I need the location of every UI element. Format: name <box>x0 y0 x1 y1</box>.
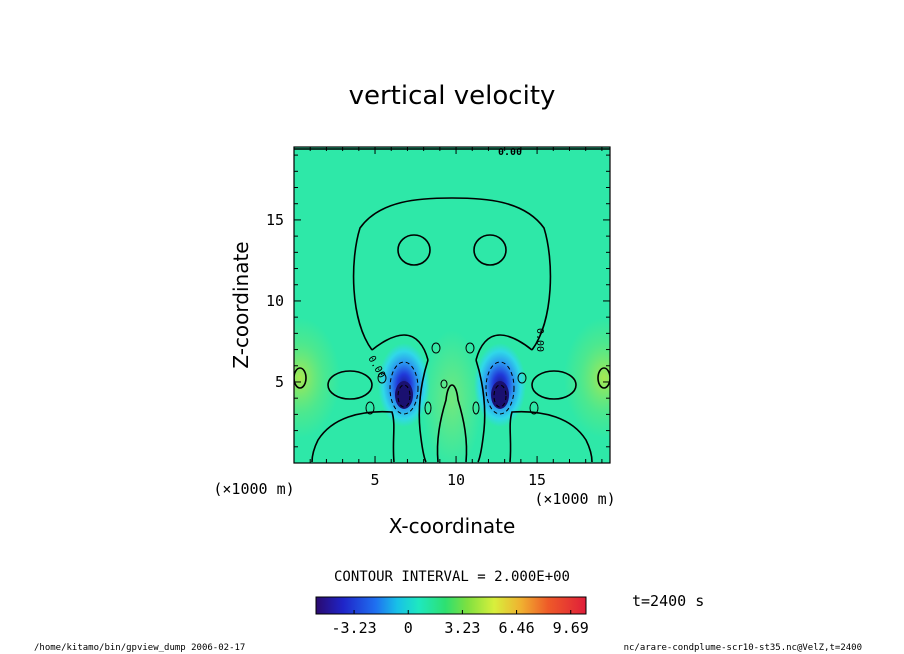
x-tick-label: 15 <box>528 471 546 489</box>
y-axis-unit: (×1000 m) <box>213 480 294 498</box>
contour-label-top: 0.00 <box>498 147 522 158</box>
colorbar-ticks: -3.23 0 3.23 6.46 9.69 <box>331 610 589 637</box>
footer-left: /home/kitamo/bin/gpview_dump 2006-02-17 <box>34 643 245 653</box>
y-tick-label: 10 <box>266 292 284 310</box>
negative-contours <box>389 361 515 415</box>
small-contours <box>365 342 539 415</box>
plot-frame <box>293 146 611 464</box>
x-axis-label: X-coordinate <box>389 514 516 538</box>
x-tick-label: 5 <box>371 471 380 489</box>
colorbar-tick-label: 6.46 <box>499 619 535 637</box>
time-label: t=2400 s <box>632 592 704 610</box>
contour-label-right: 0.00 <box>534 328 545 352</box>
y-axis-label: Z-coordinate <box>229 241 253 368</box>
contour-interval: CONTOUR INTERVAL = 2.000E+00 <box>334 569 570 585</box>
heatmap-field <box>294 147 610 463</box>
y-tick-label: 5 <box>275 373 284 391</box>
colorbar-tick-label: 9.69 <box>553 619 589 637</box>
colorbar-tick-label: 3.23 <box>444 619 480 637</box>
footer-right: nc/arare-condplume-scr10-st35.nc@VelZ,t=… <box>624 643 862 653</box>
zero-contours <box>294 148 610 463</box>
x-axis-ticks: 5 10 15 <box>309 147 603 489</box>
colorbar-tick-label: -3.23 <box>331 619 376 637</box>
x-axis-unit: (×1000 m) <box>534 490 615 508</box>
colorbar-tick-label: 0 <box>404 619 413 637</box>
chart-title: vertical velocity <box>349 81 556 111</box>
colorbar <box>315 596 587 615</box>
y-axis-ticks: 5 10 15 <box>266 154 610 448</box>
x-tick-label: 10 <box>447 471 465 489</box>
y-tick-label: 15 <box>266 211 284 229</box>
